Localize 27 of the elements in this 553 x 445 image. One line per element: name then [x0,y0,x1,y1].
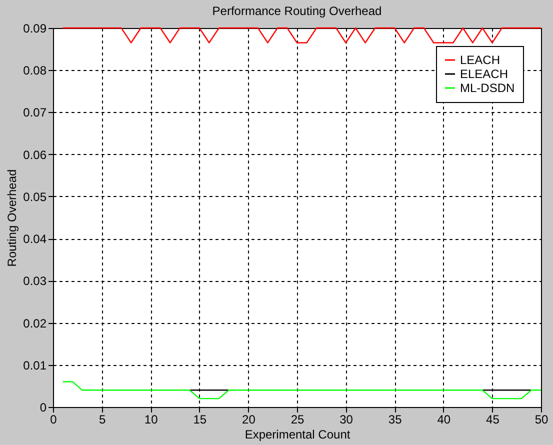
y-tick-label: 0.06 [23,148,47,162]
y-tick-label: 0.08 [23,64,47,78]
legend-label: LEACH [460,53,500,67]
y-tick-label: 0 [40,400,47,414]
y-tick-label: 0.03 [23,274,47,288]
chart-title: Performance Routing Overhead [212,4,382,18]
x-tick-label: 10 [144,412,158,426]
x-tick-label: 50 [534,412,548,426]
x-axis-title: Experimental Count [244,428,351,442]
x-tick-label: 40 [437,412,451,426]
y-tick-label: 0.09 [23,22,47,36]
y-tick-label: 0.07 [23,106,47,120]
y-tick-label: 0.04 [23,232,47,246]
y-tick-label: 0.01 [23,358,47,372]
legend-label: ML-DSDN [460,81,515,95]
y-tick-label: 0.02 [23,316,47,330]
legend-label: ELEACH [460,67,508,81]
x-tick-label: 15 [193,412,207,426]
x-tick-label: 45 [486,412,500,426]
x-tick-label: 35 [388,412,402,426]
x-tick-label: 5 [98,412,106,426]
x-tick-label: 0 [50,412,58,426]
x-tick-label: 25 [290,412,304,426]
y-axis-title: Routing Overhead [5,169,20,267]
x-tick-label: 30 [340,412,354,426]
x-tick-label: 20 [242,412,256,426]
y-tick-label: 0.05 [23,190,47,204]
